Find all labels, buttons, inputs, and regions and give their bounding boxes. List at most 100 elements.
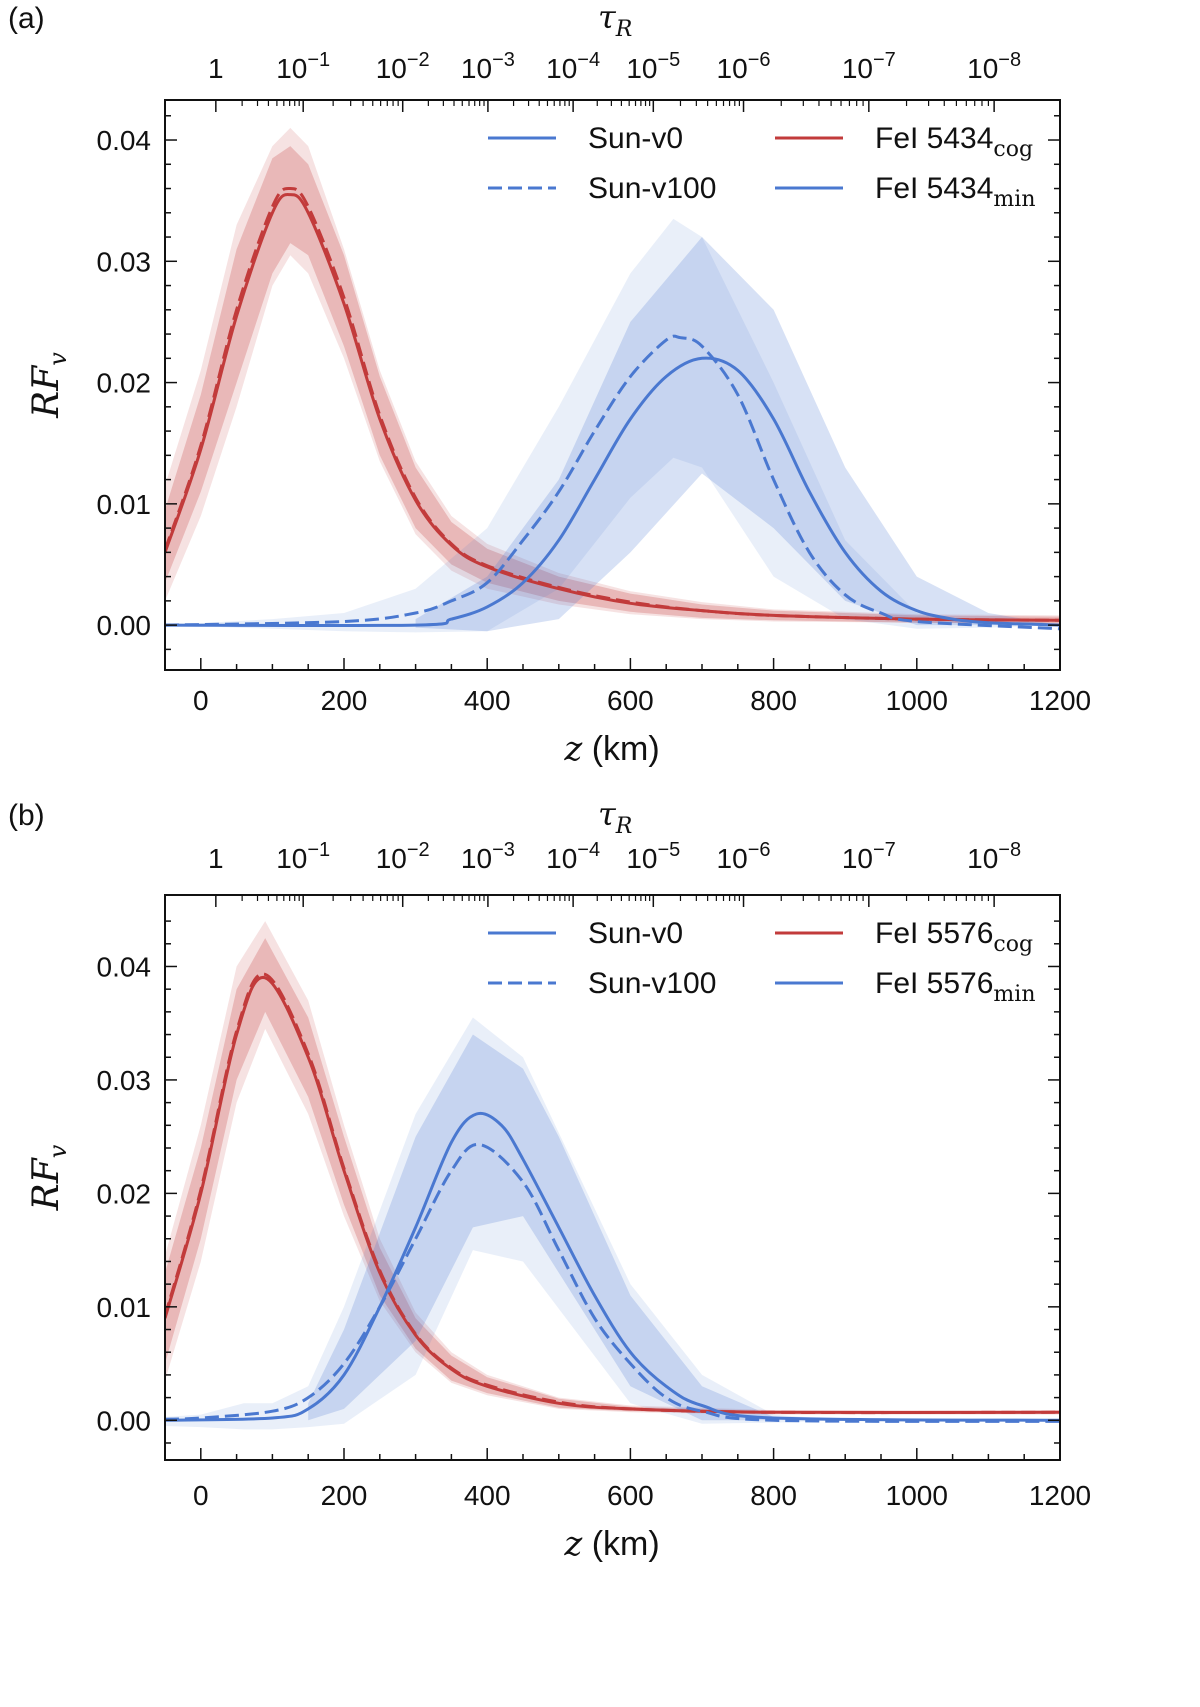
series-line-1 [165, 972, 1060, 1415]
top-tick-base: 10 [461, 843, 492, 874]
y-tick-label: 0.03 [97, 1065, 152, 1096]
top-tick-base: 10 [967, 53, 998, 84]
x-tick-label: 1200 [1029, 685, 1091, 716]
panel-a: (a) 0 200 400 600 800 1000 1200 0.00 0.01 0.02 0.03… [8, 0, 1091, 769]
x-axis-var: z [563, 729, 583, 769]
top-tick-base: 1 [208, 843, 224, 874]
x-axis-unit: (km) [582, 1525, 659, 1563]
x-tick-label: 200 [321, 685, 368, 716]
y-tick-label: 0.00 [97, 1405, 152, 1436]
band-min-outer [165, 218, 1060, 633]
top-tick-base: 10 [376, 843, 407, 874]
top-tick-exp: −6 [748, 49, 771, 71]
series-line-2 [165, 1111, 1060, 1422]
top-axis-label: τR [598, 795, 632, 839]
x-tick-label: 800 [750, 685, 797, 716]
top-tick-base: 10 [842, 53, 873, 84]
legend-text: FeI 5576 [875, 917, 993, 950]
top-tick-exp: −2 [407, 839, 430, 861]
band-min-inner [308, 1034, 774, 1421]
top-tick-label: 10−6 [717, 839, 771, 874]
legend-label-0: Sun-v0 [588, 122, 683, 155]
series-line-3 [165, 1143, 1060, 1423]
top-tick-exp: −8 [998, 839, 1021, 861]
top-tick-label: 10−8 [967, 49, 1021, 84]
y-axis-sub: v [44, 352, 72, 366]
top-tick-label: 10−1 [276, 49, 330, 84]
x-axis-label: z (km) [563, 729, 659, 769]
x-tick-label: 0 [193, 685, 209, 716]
tau-sub: R [615, 17, 633, 42]
legend-text: Sun-v0 [588, 917, 683, 950]
top-axis-label: τR [598, 0, 632, 42]
top-tick-label: 10−2 [376, 839, 430, 874]
y-axis-var: RF [26, 364, 67, 419]
y-tick-label: 0.04 [97, 125, 152, 156]
x-tick-label: 200 [321, 1480, 368, 1511]
y-tick-label: 0.02 [97, 368, 152, 399]
legend-label-1: FeI 5576cog [875, 917, 1033, 957]
legend-sub: cog [993, 137, 1033, 162]
top-tick-exp: −3 [492, 49, 515, 71]
top-tick-base: 10 [546, 53, 577, 84]
axes-frame [164, 99, 1061, 671]
tau-sub: R [615, 814, 633, 839]
legend-text: Sun-v100 [588, 967, 716, 1000]
top-tick-exp: −1 [307, 839, 330, 861]
legend-label-2: Sun-v100 [588, 172, 716, 205]
legend-text: FeI 5434 [875, 122, 993, 155]
legend-label-3: FeI 5576min [875, 967, 1036, 1007]
legend-label-2: Sun-v100 [588, 967, 716, 1000]
y-axis-label: RFv [26, 1144, 72, 1211]
top-tick-base: 10 [461, 53, 492, 84]
plot-area [165, 127, 1060, 633]
top-tick-base: 10 [842, 843, 873, 874]
top-tick-label: 10−6 [717, 49, 771, 84]
tau-symbol: τ [598, 0, 617, 36]
top-tick-base: 10 [546, 843, 577, 874]
x-tick-label: 600 [607, 685, 654, 716]
x-tick-label: 0 [193, 1480, 209, 1511]
panel-b: (b) 0 200 400 600 800 1000 1200 0.00 0.01 0.02 0.03… [8, 795, 1091, 1564]
legend-sub: cog [993, 932, 1033, 957]
x-tick-label: 1200 [1029, 1480, 1091, 1511]
top-tick-label: 10−5 [626, 49, 680, 84]
panel-label: (a) [8, 2, 45, 35]
top-tick-label: 10−3 [461, 49, 515, 84]
top-tick-exp: −5 [657, 839, 680, 861]
tau-symbol: τ [598, 795, 617, 833]
band-min-outer [165, 1017, 1060, 1430]
legend-text: Sun-v0 [588, 122, 683, 155]
x-tick-label: 400 [464, 1480, 511, 1511]
series-line-3 [165, 334, 1060, 631]
top-tick-base: 10 [276, 843, 307, 874]
top-tick-label: 10−7 [842, 49, 896, 84]
y-tick-label: 0.01 [97, 489, 152, 520]
top-tick-exp: −5 [657, 49, 680, 71]
top-tick-exp: −8 [998, 49, 1021, 71]
legend-label-1: FeI 5434cog [875, 122, 1033, 162]
top-tick-exp: −7 [873, 49, 896, 71]
top-tick-base: 10 [717, 843, 748, 874]
legend-text: FeI 5434 [875, 172, 993, 205]
x-tick-label: 800 [750, 1480, 797, 1511]
band-min-inner [415, 237, 1060, 632]
y-tick-label: 0.02 [97, 1178, 152, 1209]
top-tick-label: 10−4 [546, 839, 600, 874]
top-tick-base: 1 [208, 53, 224, 84]
top-tick-label: 10−4 [546, 49, 600, 84]
legend-sub: min [993, 982, 1035, 1007]
plot-area [165, 921, 1060, 1430]
legend-text: FeI 5576 [875, 967, 993, 1000]
legend-label-0: Sun-v0 [588, 917, 683, 950]
legend-label-3: FeI 5434min [875, 172, 1036, 212]
top-tick-base: 10 [376, 53, 407, 84]
top-tick-label: 10−5 [626, 839, 680, 874]
top-tick-exp: −2 [407, 49, 430, 71]
x-tick-label: 400 [464, 685, 511, 716]
y-tick-label: 0.00 [97, 610, 152, 641]
top-tick-exp: −1 [307, 49, 330, 71]
x-axis-var: z [563, 1524, 583, 1564]
top-tick-exp: −4 [577, 49, 600, 71]
